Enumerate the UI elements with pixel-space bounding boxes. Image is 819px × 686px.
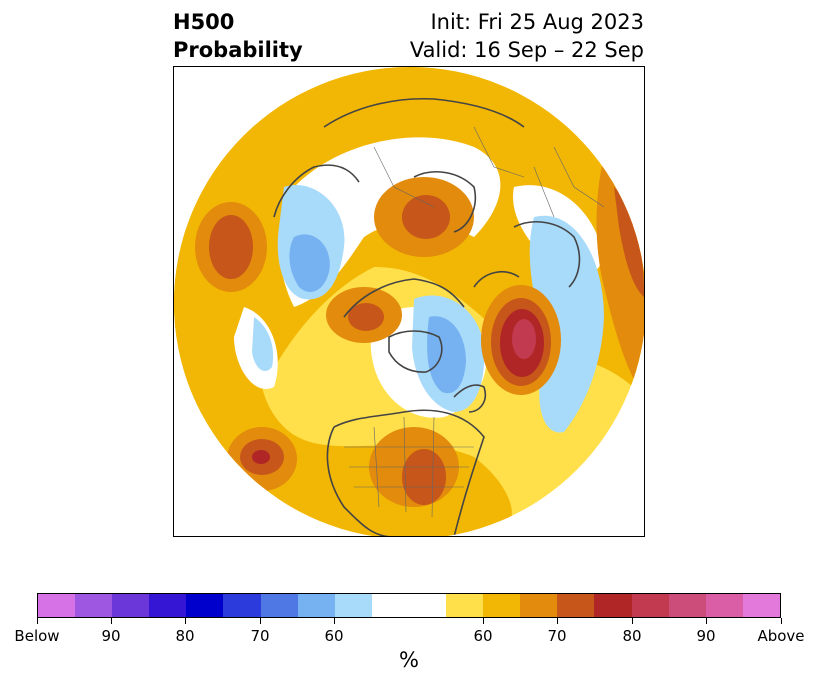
colorbar-tick xyxy=(37,618,38,624)
colorbar-segment xyxy=(742,594,780,617)
above-80-core-east xyxy=(614,187,644,297)
colorbar-segment xyxy=(446,594,484,617)
map-dates: Init: Fri 25 Aug 2023 Valid: 16 Sep – 22… xyxy=(410,8,644,64)
colorbar-segment xyxy=(186,594,224,617)
colorbar-label: 70 xyxy=(250,627,270,645)
below-70-siberia xyxy=(289,234,330,292)
map-disc xyxy=(174,67,644,536)
below-60-pacific xyxy=(252,317,274,372)
colorbar-tick xyxy=(483,618,484,624)
colorbar-label: 60 xyxy=(473,627,493,645)
colorbar-segment xyxy=(668,594,706,617)
colorbar-segment xyxy=(520,594,558,617)
colorbar-segment xyxy=(705,594,743,617)
above-90-pacific-south xyxy=(252,450,270,464)
colorbar-segment xyxy=(75,594,113,617)
above-80-core-alaska xyxy=(348,303,384,331)
polar-map-svg xyxy=(174,67,644,536)
colorbar-segment xyxy=(297,594,335,617)
colorbar-tick xyxy=(781,618,782,624)
title-line1: H500 xyxy=(173,10,235,34)
init-date: Init: Fri 25 Aug 2023 xyxy=(430,10,644,34)
colorbar-segment xyxy=(631,594,669,617)
colorbar-label: 90 xyxy=(696,627,716,645)
colorbar-segment xyxy=(334,594,372,617)
colorbar-tick xyxy=(260,618,261,624)
colorbar-label: 60 xyxy=(324,627,344,645)
colorbar-segment xyxy=(483,594,521,617)
colorbar-unit: % xyxy=(399,648,419,672)
polar-map xyxy=(173,66,645,537)
colorbar-segment xyxy=(112,594,150,617)
above-80-core-arctic xyxy=(402,195,450,239)
colorbar-label: 90 xyxy=(101,627,121,645)
colorbar-segment xyxy=(594,594,632,617)
title-line2: Probability xyxy=(173,38,303,62)
colorbar-tick xyxy=(334,618,335,624)
map-title: H500 Probability xyxy=(173,8,303,64)
colorbar-label: Above xyxy=(757,627,805,645)
borders xyxy=(344,126,605,518)
colorbar-tick xyxy=(185,618,186,624)
colorbar-segment xyxy=(38,594,76,617)
colorbar-segment xyxy=(260,594,298,617)
colorbar xyxy=(37,593,781,618)
coastlines xyxy=(273,97,581,536)
above-90-core-atlantic xyxy=(512,319,536,359)
colorbar-segment xyxy=(223,594,261,617)
colorbar-tick xyxy=(632,618,633,624)
colorbar-label: 70 xyxy=(547,627,567,645)
valid-date: Valid: 16 Sep – 22 Sep xyxy=(409,38,644,62)
colorbar-label: 80 xyxy=(175,627,195,645)
colorbar-segment xyxy=(557,594,595,617)
colorbar-tick xyxy=(557,618,558,624)
colorbar-tick xyxy=(706,618,707,624)
above-80-core-usa xyxy=(402,449,446,505)
colorbar-segment xyxy=(149,594,187,617)
colorbar-label: Below xyxy=(14,627,60,645)
colorbar-tick xyxy=(111,618,112,624)
colorbar-segment xyxy=(371,594,447,617)
colorbar-label: 80 xyxy=(622,627,642,645)
above-80-core-bering xyxy=(209,215,253,279)
